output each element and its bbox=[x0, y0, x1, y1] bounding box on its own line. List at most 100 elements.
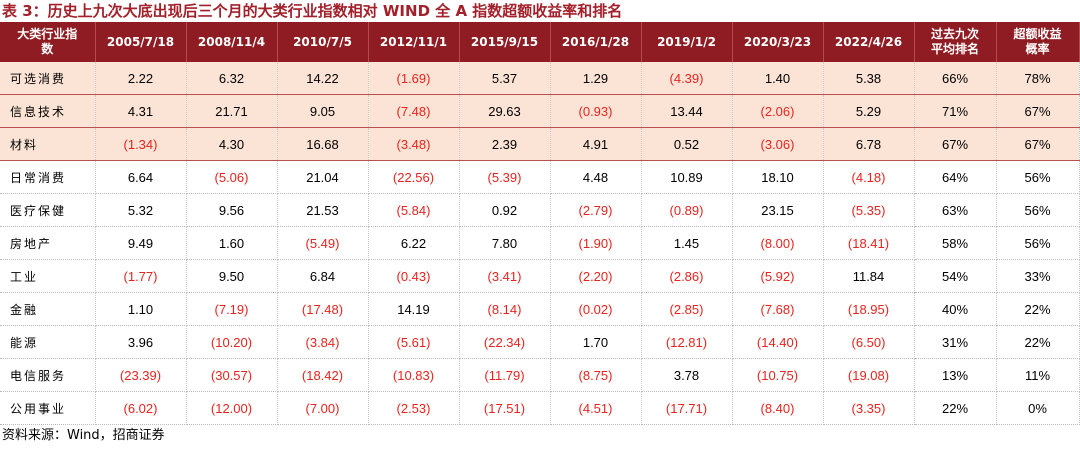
cell-value: (3.84) bbox=[277, 325, 369, 359]
cell-value: 9.05 bbox=[277, 94, 369, 128]
table-row: 材料 (1.34) 4.30 16.68 (3.48) 2.39 4.91 0.52 (3.06… bbox=[0, 127, 1080, 161]
cell-value: 5.29 bbox=[823, 94, 915, 128]
header-cell: 2015/9/15 bbox=[459, 22, 551, 62]
cell-value: (5.92) bbox=[732, 259, 824, 293]
header-text: 2010/7/5 bbox=[293, 34, 352, 49]
cell-value: 4.31 bbox=[95, 94, 187, 128]
cell-value: 0.92 bbox=[459, 193, 551, 227]
cell-value: 33% bbox=[996, 259, 1080, 293]
cell-value: (7.00) bbox=[277, 391, 369, 425]
cell-value: 58% bbox=[914, 226, 997, 260]
cell-value: (4.39) bbox=[641, 62, 733, 95]
cell-value: 9.56 bbox=[186, 193, 278, 227]
row-label: 工业 bbox=[0, 259, 96, 293]
cell-value: (2.06) bbox=[732, 94, 824, 128]
table-row: 日常消费 6.64 (5.06) 21.04 (22.56) (5.39) 4.48 10.8… bbox=[0, 160, 1080, 194]
cell-value: 67% bbox=[996, 94, 1080, 128]
header-text: 2015/9/15 bbox=[470, 34, 539, 49]
cell-value: (18.41) bbox=[823, 226, 915, 260]
cell-value: 66% bbox=[914, 62, 997, 95]
cell-value: (10.83) bbox=[368, 358, 460, 392]
row-label: 可选消费 bbox=[0, 62, 96, 95]
cell-value: (0.02) bbox=[550, 292, 642, 326]
cell-value: 23.15 bbox=[732, 193, 824, 227]
cell-value: 7.80 bbox=[459, 226, 551, 260]
cell-value: 5.32 bbox=[95, 193, 187, 227]
cell-value: (4.51) bbox=[550, 391, 642, 425]
cell-value: (5.84) bbox=[368, 193, 460, 227]
cell-value: (2.79) bbox=[550, 193, 642, 227]
cell-value: (5.35) bbox=[823, 193, 915, 227]
header-text: 2005/7/18 bbox=[106, 34, 175, 49]
cell-value: (7.19) bbox=[186, 292, 278, 326]
cell-value: (5.61) bbox=[368, 325, 460, 359]
cell-value: (19.08) bbox=[823, 358, 915, 392]
cell-value: 22% bbox=[996, 292, 1080, 326]
cell-value: (17.71) bbox=[641, 391, 733, 425]
cell-value: (8.14) bbox=[459, 292, 551, 326]
cell-value: 10.89 bbox=[641, 160, 733, 194]
cell-value: (3.41) bbox=[459, 259, 551, 293]
cell-value: 21.71 bbox=[186, 94, 278, 128]
cell-value: 11% bbox=[996, 358, 1080, 392]
cell-value: 3.96 bbox=[95, 325, 187, 359]
header-cell: 2020/3/23 bbox=[732, 22, 824, 62]
row-label: 日常消费 bbox=[0, 160, 96, 194]
row-label: 金融 bbox=[0, 292, 96, 326]
cell-value: 6.84 bbox=[277, 259, 369, 293]
header-text: 过去九次平均排名 bbox=[930, 27, 979, 56]
header-cell: 2019/1/2 bbox=[641, 22, 733, 62]
cell-value: 31% bbox=[914, 325, 997, 359]
cell-value: (6.02) bbox=[95, 391, 187, 425]
table-row: 房地产 9.49 1.60 (5.49) 6.22 7.80 (1.90) 1.45 (8.00… bbox=[0, 226, 1080, 260]
header-cell: 2008/11/4 bbox=[186, 22, 278, 62]
cell-value: 29.63 bbox=[459, 94, 551, 128]
cell-value: 4.48 bbox=[550, 160, 642, 194]
cell-value: 2.39 bbox=[459, 127, 551, 161]
cell-value: 22% bbox=[914, 391, 997, 425]
cell-value: 5.38 bbox=[823, 62, 915, 95]
cell-value: 78% bbox=[996, 62, 1080, 95]
row-label: 公用事业 bbox=[0, 391, 96, 425]
cell-value: (3.06) bbox=[732, 127, 824, 161]
header-text: 2019/1/2 bbox=[657, 34, 716, 49]
cell-value: (0.43) bbox=[368, 259, 460, 293]
header-cell: 2010/7/5 bbox=[277, 22, 369, 62]
row-label: 能源 bbox=[0, 325, 96, 359]
cell-value: 6.64 bbox=[95, 160, 187, 194]
cell-value: (5.39) bbox=[459, 160, 551, 194]
cell-value: (7.48) bbox=[368, 94, 460, 128]
header-cell: 2022/4/26 bbox=[823, 22, 915, 62]
cell-value: 0.52 bbox=[641, 127, 733, 161]
cell-value: 21.53 bbox=[277, 193, 369, 227]
cell-value: 0% bbox=[996, 391, 1080, 425]
cell-value: (2.20) bbox=[550, 259, 642, 293]
cell-value: (3.48) bbox=[368, 127, 460, 161]
cell-value: (22.56) bbox=[368, 160, 460, 194]
header-cell: 2005/7/18 bbox=[95, 22, 187, 62]
cell-value: (18.95) bbox=[823, 292, 915, 326]
data-table: 大类行业指数 2005/7/18 2008/11/4 2010/7/5 2012/11/… bbox=[0, 22, 1080, 425]
cell-value: (0.93) bbox=[550, 94, 642, 128]
cell-value: (0.89) bbox=[641, 193, 733, 227]
cell-value: (11.79) bbox=[459, 358, 551, 392]
cell-value: 2.22 bbox=[95, 62, 187, 95]
cell-value: 11.84 bbox=[823, 259, 915, 293]
cell-value: 56% bbox=[996, 160, 1080, 194]
cell-value: 13.44 bbox=[641, 94, 733, 128]
cell-value: 56% bbox=[996, 193, 1080, 227]
header-cell: 2012/11/1 bbox=[368, 22, 460, 62]
header-text: 2008/11/4 bbox=[197, 34, 266, 49]
cell-value: 1.70 bbox=[550, 325, 642, 359]
header-cell: 超额收益概率 bbox=[996, 22, 1080, 62]
cell-value: (12.00) bbox=[186, 391, 278, 425]
cell-value: (5.06) bbox=[186, 160, 278, 194]
cell-value: (2.86) bbox=[641, 259, 733, 293]
cell-value: (17.51) bbox=[459, 391, 551, 425]
cell-value: 1.45 bbox=[641, 226, 733, 260]
cell-value: 21.04 bbox=[277, 160, 369, 194]
cell-value: 67% bbox=[996, 127, 1080, 161]
cell-value: 14.19 bbox=[368, 292, 460, 326]
source-note: 资料来源：Wind，招商证券 bbox=[2, 428, 165, 443]
